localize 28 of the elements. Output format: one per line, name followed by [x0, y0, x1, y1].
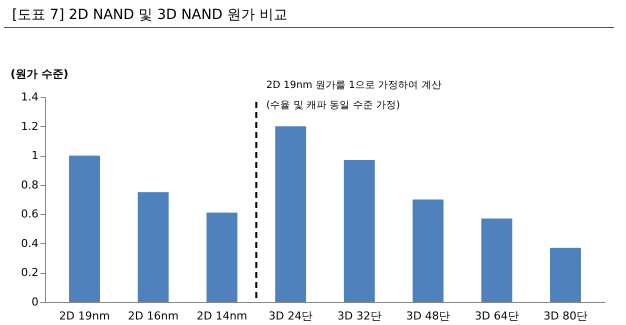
x-tick-label: 2D 14nm	[196, 310, 248, 322]
annotation: (수율 및 캐파 동일 수준 가정)	[266, 100, 400, 111]
chart-title: [도표 7] 2D NAND 및 3D NAND 원가 비교	[4, 0, 614, 28]
y-tick-label: 1.4	[21, 90, 38, 104]
x-tick-label: 2D 19nm	[59, 310, 110, 322]
bar	[344, 160, 375, 302]
x-tick-label: 3D 32단	[337, 310, 382, 322]
y-tick-label: 0.2	[21, 266, 38, 280]
y-tick-label: 0.8	[21, 178, 38, 192]
bar	[275, 126, 306, 302]
bar	[206, 212, 238, 302]
y-tick-label: 1.2	[21, 120, 38, 133]
x-tick-label: 3D 80단	[544, 310, 588, 322]
x-tick-label: 3D 48단	[406, 310, 450, 322]
bar	[550, 248, 581, 302]
x-tick-label: 2D 16nm	[128, 310, 179, 322]
text: 2D 19nm 원가를 1으로 가정하여 계산	[266, 80, 442, 91]
bar	[138, 192, 169, 302]
x-tick-label: 3D 64단	[474, 310, 519, 322]
bar	[412, 200, 444, 302]
y-tick-label: 0.6	[21, 208, 38, 221]
y-tick-label: 1	[32, 149, 38, 162]
bar	[69, 156, 100, 302]
y-axis-title: (원가 수준)	[10, 68, 68, 80]
x-tick-label: 3D 24단	[268, 310, 313, 322]
y-tick-label: 0	[32, 296, 38, 308]
y-tick-label: 0.4	[21, 236, 38, 250]
bar	[481, 218, 512, 302]
